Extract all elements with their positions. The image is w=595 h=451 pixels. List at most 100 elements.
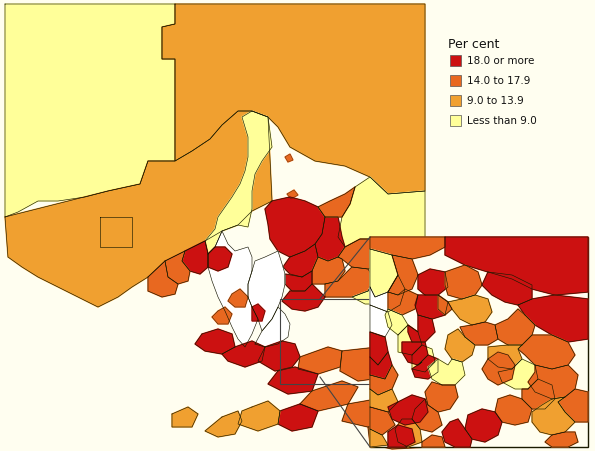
Polygon shape — [318, 188, 355, 217]
Polygon shape — [522, 379, 555, 409]
Polygon shape — [208, 248, 232, 272]
Polygon shape — [532, 397, 575, 435]
Polygon shape — [518, 335, 575, 369]
Polygon shape — [545, 432, 578, 447]
Polygon shape — [445, 238, 588, 295]
Bar — [370, 238, 588, 447]
Polygon shape — [558, 389, 588, 422]
Bar — [280, 299, 375, 384]
Polygon shape — [222, 341, 265, 367]
Text: 9.0 to 13.9: 9.0 to 13.9 — [467, 96, 524, 106]
Polygon shape — [195, 329, 235, 354]
Polygon shape — [438, 295, 452, 315]
Bar — [450, 56, 461, 67]
Bar — [450, 116, 461, 127]
Polygon shape — [412, 355, 438, 379]
Polygon shape — [278, 404, 318, 431]
Polygon shape — [340, 347, 395, 381]
Bar — [450, 76, 461, 87]
Polygon shape — [252, 304, 265, 321]
Polygon shape — [287, 191, 298, 199]
Polygon shape — [100, 217, 132, 248]
Polygon shape — [285, 272, 312, 291]
Polygon shape — [300, 381, 358, 411]
Polygon shape — [418, 269, 448, 295]
Polygon shape — [182, 241, 208, 274]
Bar — [450, 96, 461, 107]
Polygon shape — [338, 239, 388, 269]
Polygon shape — [412, 399, 442, 432]
Text: 14.0 to 17.9: 14.0 to 17.9 — [467, 76, 530, 86]
Polygon shape — [448, 295, 492, 325]
Polygon shape — [212, 307, 232, 324]
Polygon shape — [465, 409, 502, 442]
Polygon shape — [482, 352, 515, 385]
Polygon shape — [370, 352, 392, 379]
Polygon shape — [422, 435, 445, 447]
Polygon shape — [370, 429, 388, 447]
Polygon shape — [285, 155, 293, 163]
Polygon shape — [205, 112, 272, 254]
Text: Less than 9.0: Less than 9.0 — [467, 116, 537, 126]
Polygon shape — [488, 345, 522, 369]
Polygon shape — [5, 112, 272, 307]
Polygon shape — [265, 198, 325, 258]
Polygon shape — [388, 255, 418, 295]
Polygon shape — [388, 395, 428, 425]
Polygon shape — [398, 325, 422, 355]
Polygon shape — [442, 419, 472, 447]
Polygon shape — [172, 407, 198, 427]
Polygon shape — [408, 315, 435, 342]
Polygon shape — [325, 267, 375, 297]
Polygon shape — [312, 258, 345, 285]
Polygon shape — [205, 411, 242, 437]
Polygon shape — [370, 238, 445, 259]
Polygon shape — [425, 382, 458, 412]
Polygon shape — [370, 249, 398, 297]
Polygon shape — [255, 307, 290, 347]
Polygon shape — [258, 341, 300, 371]
Polygon shape — [148, 262, 178, 297]
Polygon shape — [268, 367, 318, 394]
Polygon shape — [495, 309, 535, 345]
Polygon shape — [495, 395, 532, 425]
Polygon shape — [208, 231, 258, 347]
Text: 18.0 or more: 18.0 or more — [467, 56, 534, 66]
Polygon shape — [283, 244, 318, 277]
Text: Per cent: Per cent — [448, 38, 499, 51]
Polygon shape — [412, 345, 435, 372]
Polygon shape — [165, 252, 190, 285]
Polygon shape — [228, 290, 248, 307]
Polygon shape — [370, 389, 398, 412]
Polygon shape — [402, 342, 428, 365]
Polygon shape — [482, 272, 532, 305]
Polygon shape — [445, 265, 482, 299]
Polygon shape — [298, 347, 342, 374]
Polygon shape — [238, 401, 280, 431]
Polygon shape — [5, 5, 175, 217]
Polygon shape — [368, 417, 428, 449]
Polygon shape — [528, 365, 578, 399]
Polygon shape — [370, 365, 398, 395]
Polygon shape — [315, 217, 345, 262]
Polygon shape — [445, 329, 475, 362]
Polygon shape — [370, 407, 395, 435]
Polygon shape — [370, 332, 388, 365]
Polygon shape — [370, 305, 392, 337]
Polygon shape — [162, 5, 425, 194]
Polygon shape — [338, 178, 425, 258]
Polygon shape — [385, 309, 408, 335]
Polygon shape — [518, 295, 588, 342]
Polygon shape — [415, 295, 448, 319]
Polygon shape — [388, 290, 418, 315]
Polygon shape — [498, 359, 538, 389]
Polygon shape — [342, 397, 402, 427]
Polygon shape — [460, 322, 498, 345]
Polygon shape — [282, 285, 325, 311]
Polygon shape — [428, 359, 465, 385]
Polygon shape — [370, 276, 405, 312]
Polygon shape — [352, 248, 425, 318]
Polygon shape — [248, 252, 285, 331]
Polygon shape — [395, 419, 422, 447]
Polygon shape — [388, 425, 415, 447]
